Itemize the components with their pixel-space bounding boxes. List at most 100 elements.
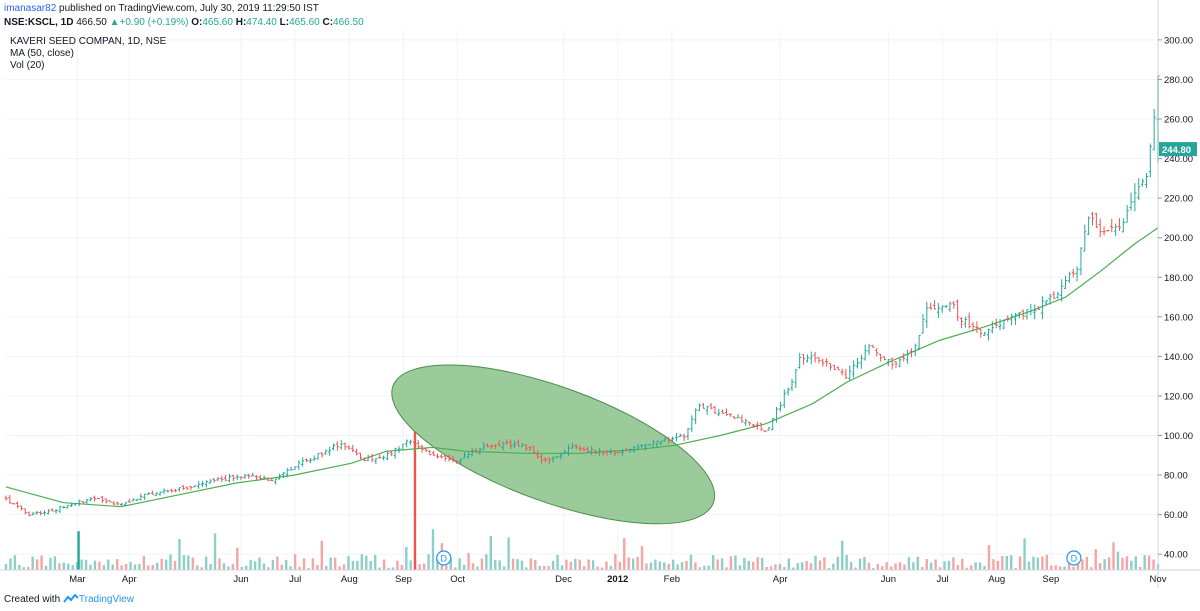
ohlc-bar [1110,218,1114,233]
ohlc-bar [751,424,756,428]
volume-bar [507,537,510,570]
volume-bar [333,557,337,570]
y-tick-label: 300.00 [1164,35,1193,46]
y-tick-label: 280.00 [1164,75,1193,86]
legend-ma[interactable]: MA (50, close) [10,48,74,59]
volume-bar [138,564,141,570]
ohlc-bar [393,447,397,459]
ohlc-bar [790,378,794,392]
ohlc-bar [536,450,540,460]
ohlc-bar [135,498,139,502]
ohlc-bar [116,501,120,506]
author-link[interactable]: imanasar82 [4,3,57,14]
volume-bar [400,565,404,570]
volume-bar [1112,542,1115,570]
ohlc-bar [204,480,208,488]
ohlc-bar [821,358,825,367]
ohlc-bar [613,450,617,457]
volume-bar [204,556,208,570]
ohlc-bar [1083,224,1087,252]
x-tick-label: Jun [233,574,248,585]
ohlc-bar [297,460,301,470]
volume-bar [511,558,515,570]
ohlc-bar [601,450,605,456]
ohlc-bar [528,445,532,452]
volume-bar [680,562,684,570]
volume-bar [841,540,844,570]
ohlc-bar [1052,291,1056,300]
footer-brand[interactable]: TradingView [78,594,134,605]
ohlc-bar [447,454,451,462]
ohlc-bar [316,452,320,460]
volume-bar [836,556,839,570]
volume-bar [1147,555,1151,570]
ohlc-bar [967,312,971,329]
volume-bar [133,564,137,570]
volume-bar [27,566,30,570]
ohlc-bar [744,418,748,426]
volume-bar [476,566,479,570]
ohlc-bar [304,458,309,463]
ohlc-bar [289,466,293,471]
ohlc-bar [177,487,181,492]
volume-bar [218,558,221,570]
x-tick-label: Sep [395,574,412,585]
ohlc-bar [81,500,85,504]
ohlc-bar [582,446,586,452]
volume-bar [498,560,501,570]
volume-bar [244,565,248,570]
ohlc-bar [158,491,162,496]
ohlc-bar [93,495,97,502]
volume-bar [725,567,728,570]
volume-bar [907,557,911,570]
ohlc-bar [408,439,413,446]
ohlc-bar [312,455,316,461]
ohlc-bar [886,358,890,366]
volume-bar [952,557,955,570]
ohlc-bar [262,475,266,480]
volume-bar [222,563,226,570]
volume-bar [867,562,871,570]
close-value: 466.50 [333,17,364,28]
volume-bar [623,538,626,570]
ohlc-bar [593,449,598,455]
volume-bar [832,563,835,570]
volume-bar [120,565,123,570]
ohlc-bar [878,353,883,362]
volume-bar [298,566,301,570]
ohlc-bar [435,453,440,459]
volume-bar [231,564,235,570]
volume-bar [587,559,590,570]
ohlc-bar [555,455,559,459]
legend-main-series[interactable]: KAVERI SEED COMPAN, 1D, NSE [10,36,167,47]
ohlc-bar [69,502,74,507]
volume-bar [427,554,430,570]
ohlc-bar [339,440,343,450]
ohlc-bar [328,446,332,456]
ohlc-bar [1021,309,1025,320]
ohlc-bar [424,447,428,452]
volume-bar [903,564,906,570]
ohlc-bar [701,403,705,409]
y-tick-label: 40.00 [1164,550,1188,561]
ohlc-bar [524,444,528,452]
footer-credit: Created with TradingView [4,594,134,605]
volume-bar [694,562,697,570]
volume-bar [671,559,675,570]
volume-bar [654,559,657,570]
ohlc-bar [590,445,594,456]
ohlc-bar [667,436,671,444]
ohlc-bar [917,334,921,351]
volume-bar [729,556,733,570]
volume-bar [40,555,43,570]
volume-bar [276,556,279,570]
ohlc-bar [894,360,898,369]
volume-bar [209,564,212,570]
legend-volume[interactable]: Vol (20) [10,60,45,71]
volume-bar [947,560,951,570]
ohlc-bar [385,450,390,461]
volume-bar [885,562,888,570]
volume-bar [316,565,319,570]
ohlc-bar [208,479,212,484]
